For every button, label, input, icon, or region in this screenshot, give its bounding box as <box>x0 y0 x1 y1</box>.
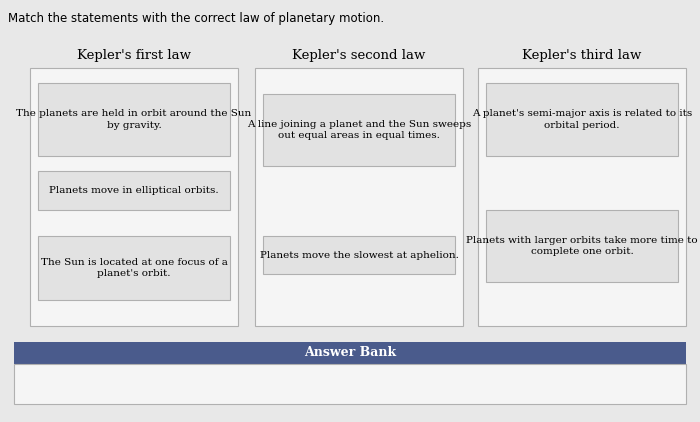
Text: Kepler's first law: Kepler's first law <box>77 49 191 62</box>
Text: The planets are held in orbit around the Sun
by gravity.: The planets are held in orbit around the… <box>16 109 251 130</box>
FancyBboxPatch shape <box>478 68 686 326</box>
Text: The Sun is located at one focus of a
planet's orbit.: The Sun is located at one focus of a pla… <box>41 257 228 279</box>
Text: A planet's semi-major axis is related to its
orbital period.: A planet's semi-major axis is related to… <box>472 109 692 130</box>
Text: A line joining a planet and the Sun sweeps
out equal areas in equal times.: A line joining a planet and the Sun swee… <box>247 119 471 141</box>
Text: Kepler's third law: Kepler's third law <box>522 49 642 62</box>
Text: Kepler's second law: Kepler's second law <box>293 49 426 62</box>
FancyBboxPatch shape <box>486 84 678 156</box>
FancyBboxPatch shape <box>38 171 230 210</box>
Text: Planets move in elliptical orbits.: Planets move in elliptical orbits. <box>49 186 219 195</box>
FancyBboxPatch shape <box>14 364 686 404</box>
Text: Answer Bank: Answer Bank <box>304 346 396 360</box>
Text: Planets with larger orbits take more time to
complete one orbit.: Planets with larger orbits take more tim… <box>466 235 698 257</box>
FancyBboxPatch shape <box>263 94 455 166</box>
FancyBboxPatch shape <box>263 236 455 274</box>
FancyBboxPatch shape <box>38 84 230 156</box>
FancyBboxPatch shape <box>30 68 238 326</box>
Text: Planets move the slowest at aphelion.: Planets move the slowest at aphelion. <box>260 251 458 260</box>
FancyBboxPatch shape <box>38 236 230 300</box>
FancyBboxPatch shape <box>486 210 678 282</box>
FancyBboxPatch shape <box>14 342 686 364</box>
Text: Match the statements with the correct law of planetary motion.: Match the statements with the correct la… <box>8 12 384 25</box>
FancyBboxPatch shape <box>255 68 463 326</box>
